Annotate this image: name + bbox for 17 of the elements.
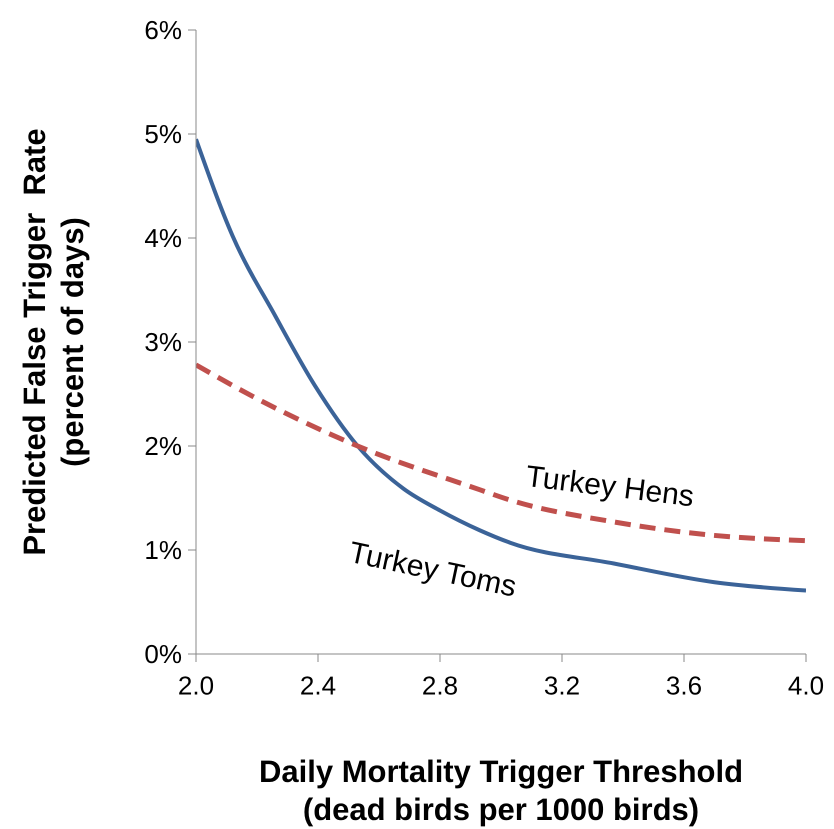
- x-tick-label: 4.0: [788, 670, 824, 700]
- x-tick-label: 2.4: [300, 670, 336, 700]
- x-axis-title: Daily Mortality Trigger Threshold (dead birds per 1000 birds): [258, 753, 744, 829]
- x-tick-label: 3.6: [666, 670, 702, 700]
- y-tick-label: 2%: [144, 431, 182, 462]
- y-tick-label: 1%: [144, 535, 182, 566]
- y-axis-title: Predicted False Trigger Rate (percent of days): [16, 127, 91, 558]
- y-tick-label: 5%: [144, 119, 182, 150]
- text: Turkey Hens: [524, 460, 696, 514]
- x-tick-label: 2.0: [178, 670, 214, 700]
- y-tick-label: 3%: [144, 327, 182, 358]
- y-tick-label: 0%: [144, 639, 182, 670]
- y-tick-label: 6%: [144, 15, 182, 46]
- x-tick-label: 3.2: [544, 670, 580, 700]
- x-tick-label: 2.8: [422, 670, 458, 700]
- y-tick-label: 4%: [144, 223, 182, 254]
- text: Turkey Toms: [346, 536, 520, 605]
